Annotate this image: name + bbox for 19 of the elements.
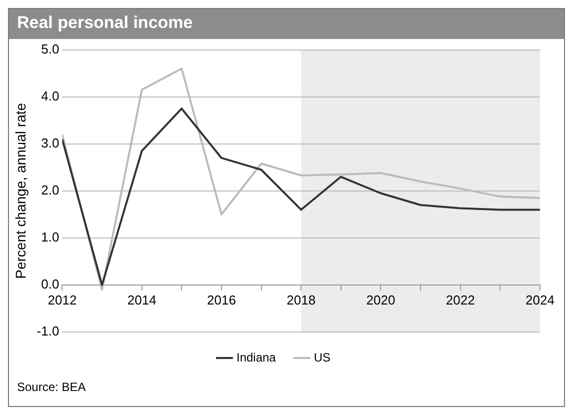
y-tick-label: 2.0 <box>41 182 60 198</box>
y-tick-label: 0.0 <box>41 276 60 292</box>
x-tick-label: 2022 <box>446 292 475 308</box>
y-tick-label: 5.0 <box>41 41 60 56</box>
x-tick-label: 2024 <box>526 292 554 308</box>
y-tick-label: -1.0 <box>36 324 60 339</box>
legend-label: Indiana <box>236 350 276 364</box>
x-tick-label: 2012 <box>48 292 77 308</box>
x-tick-label: 2016 <box>207 292 236 308</box>
x-tick-label: 2014 <box>127 292 156 308</box>
legend-label: US <box>314 350 331 364</box>
y-tick-label: 3.0 <box>41 135 60 150</box>
y-tick-label: 1.0 <box>41 230 60 245</box>
y-axis-title: Percent change, annual rate <box>12 102 28 279</box>
chart-title: Real personal income <box>9 9 564 39</box>
x-tick-label: 2020 <box>366 292 396 308</box>
source-note: Source: BEA <box>16 380 87 394</box>
y-tick-label: 4.0 <box>41 88 60 104</box>
x-tick-label: 2018 <box>286 292 316 308</box>
